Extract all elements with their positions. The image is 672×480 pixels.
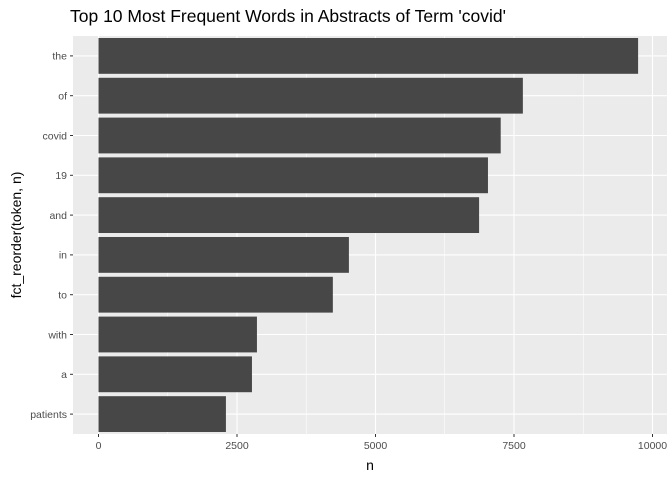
- y-tick-label: the: [52, 51, 67, 63]
- bar-patients: [98, 396, 226, 433]
- y-tick-label: to: [58, 290, 67, 302]
- bar-to: [98, 276, 333, 313]
- y-tick-label: patients: [30, 409, 67, 421]
- y-tick-label: a: [61, 369, 67, 381]
- x-tick-label: 0: [96, 440, 102, 452]
- bar-the: [98, 37, 639, 74]
- bar-and: [98, 197, 480, 234]
- y-tick-label: and: [49, 210, 67, 222]
- y-tick-label: 19: [55, 170, 67, 182]
- bars: [98, 37, 639, 433]
- y-axis-title: fct_reorder(token, n): [8, 172, 24, 299]
- bar-covid: [98, 117, 501, 154]
- x-tick-label: 5000: [364, 440, 388, 452]
- bar-of: [98, 77, 523, 114]
- x-axis-title: n: [366, 457, 374, 473]
- y-axis: the of covid 19 and in to with a patients: [30, 51, 73, 421]
- y-tick-label: covid: [42, 130, 67, 142]
- x-tick-label: 10000: [638, 440, 667, 452]
- bar-with: [98, 316, 257, 353]
- y-tick-label: in: [59, 250, 67, 262]
- y-tick-label: of: [58, 91, 67, 103]
- bar-in: [98, 236, 349, 273]
- chart-title: Top 10 Most Frequent Words in Abstracts …: [70, 6, 506, 26]
- y-tick-label: with: [47, 329, 67, 341]
- x-tick-label: 2500: [225, 440, 249, 452]
- bar-a: [98, 356, 252, 393]
- x-axis: 0 2500 5000 7500 10000: [96, 434, 667, 452]
- bar-19: [98, 157, 488, 194]
- x-tick-label: 7500: [502, 440, 526, 452]
